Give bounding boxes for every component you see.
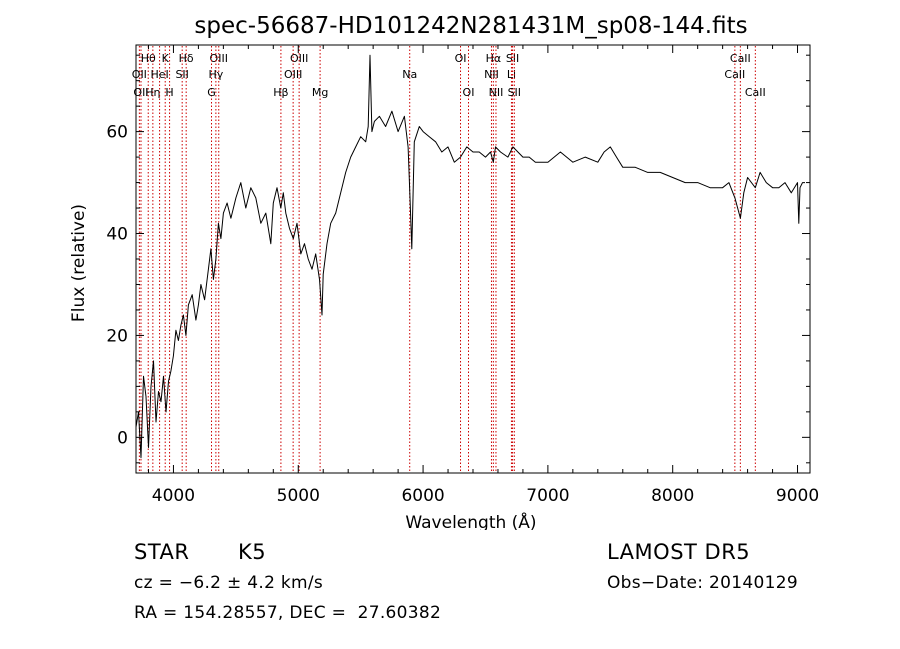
chart-title: spec-56687-HD101242N281431M_sp08-144.fit… (194, 13, 747, 39)
spectrum-line (135, 54, 805, 459)
line-label-1: OII (132, 68, 147, 81)
line-label-13: OIII (284, 68, 302, 81)
x-axis-label: Wavelength (Å) (405, 511, 536, 530)
coordinates: RA = 154.28557, DEC = 27.60382 (134, 603, 442, 623)
line-label-10: Hγ (208, 68, 223, 81)
x-tick-label-0: 4000 (152, 486, 195, 506)
axis-ticks: 4000 5000 6000 7000 8000 9000 0 20 40 60 (106, 45, 819, 506)
line-label-11: G (207, 86, 216, 99)
line-label-2: OII (133, 86, 148, 99)
redshift-readout: cz = −6.2 ± 4.2 km/s (134, 573, 324, 593)
line-label-17: OI (455, 52, 467, 65)
y-tick-label-2: 40 (106, 225, 128, 245)
line-label-23: Li (507, 68, 516, 81)
y-axis-label: Flux (relative) (69, 204, 89, 322)
line-label-0: Hθ (141, 52, 156, 65)
y-tick-label-3: 60 (106, 123, 128, 143)
x-tick-label-4: 8000 (651, 486, 694, 506)
plot-frame (135, 44, 811, 474)
line-label-8: SII (175, 68, 188, 81)
x-tick-label-5: 9000 (776, 486, 819, 506)
line-label-27: CaII (745, 86, 766, 99)
line-label-25: CaII (730, 52, 751, 65)
line-label-26: CaII (724, 68, 745, 81)
line-label-22: SII (506, 52, 519, 65)
object-class: STAR (134, 540, 190, 564)
line-label-16: Na (402, 68, 417, 81)
line-label-12: OIII (290, 52, 308, 65)
x-tick-label-2: 6000 (401, 486, 444, 506)
line-label-15: Mg (312, 86, 328, 99)
line-label-4: HeI (150, 68, 168, 81)
y-tick-label-1: 20 (106, 326, 128, 346)
line-label-21: NII (489, 86, 504, 99)
obs-date: Obs−Date: 20140129 (607, 573, 798, 593)
line-label-19: Hα (486, 52, 502, 65)
x-tick-label-1: 5000 (277, 486, 320, 506)
line-label-5: K (162, 52, 170, 65)
line-label-24: SII (508, 86, 521, 99)
survey-name: LAMOST DR5 (607, 540, 751, 564)
line-label-14: Hβ (273, 86, 288, 99)
spectrum-chart: spec-56687-HD101242N281431M_sp08-144.fit… (69, 13, 819, 530)
subclass: K5 (238, 540, 267, 564)
line-label-7: Hδ (179, 52, 194, 65)
line-label-3: Hη (145, 86, 160, 99)
x-tick-label-3: 7000 (526, 486, 569, 506)
y-tick-label-0: 0 (117, 428, 128, 448)
line-label-18: OI (463, 86, 475, 99)
line-label-6: H (165, 86, 173, 99)
line-label-9: OIII (210, 52, 228, 65)
line-label-20: NII (484, 68, 499, 81)
